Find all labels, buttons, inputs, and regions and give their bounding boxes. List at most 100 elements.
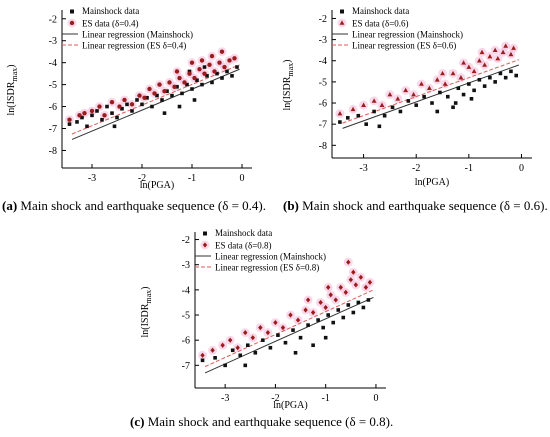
y-tick-label: -7 [319,120,327,131]
mainshock-point [205,74,209,78]
mainshock-point [150,104,154,109]
es-point [338,284,343,290]
x-tick-label: -3 [88,173,96,184]
mainshock-point [341,315,346,320]
mainshock-point [135,98,139,102]
y-tick-label: -2 [182,235,190,246]
mainshock-point [435,109,440,114]
caption-c: (c) Main shock and earthquake sequence (… [130,414,393,430]
es-point [250,335,256,341]
es-point [411,91,416,97]
y-tick-label: -2 [49,14,57,25]
es-point [197,67,202,72]
y-tick-label: -5 [49,80,57,91]
es-point [227,337,233,343]
y-axis-label-close: ) [282,59,293,62]
mainshock-point [215,71,219,76]
es-point [325,284,331,290]
es-point [511,45,516,50]
es-point [353,282,359,288]
mainshock-point [445,94,450,99]
legend-mainshock-marker [203,231,207,236]
es-point [177,75,182,81]
legend-regression-es-label: Linear regression (ES δ=0.8) [215,263,319,273]
mainshock-point [514,73,519,78]
es-point [227,58,232,63]
es-point [117,104,122,109]
es-point [212,69,217,74]
legend-regression-main-label: Linear regression (Mainshock) [215,252,326,262]
es-point [189,60,195,65]
mainshock-point [346,303,351,307]
mainshock-point [326,313,330,317]
mainshock-point [509,69,513,74]
regression-line-mainshock [204,296,374,374]
mainshock-point [200,358,205,363]
mainshock-point [200,82,204,87]
mainshock-point [165,89,169,93]
mainshock-point [316,318,320,322]
regression-line-es [204,289,374,368]
mainshock-point [351,310,356,315]
es-point [305,297,311,303]
mainshock-point [390,105,395,110]
es-point [471,68,477,74]
es-point [323,304,328,311]
mainshock-point [95,109,99,113]
mainshock-point [461,92,466,97]
es-point [461,60,466,65]
regression-line-es [342,59,520,124]
mainshock-point [356,300,361,305]
mainshock-point [235,65,239,69]
es-point [476,58,482,63]
mainshock-point [430,101,434,105]
x-tick-label: 0 [373,393,378,404]
es-point [495,56,501,61]
mainshock-point [498,71,503,76]
es-point [89,108,95,114]
es-point [243,330,248,336]
es-point [258,325,263,331]
es-point [434,77,440,82]
es-point [77,113,82,118]
mainshock-point [67,122,72,126]
mainshock-point [245,343,250,348]
y-tick-label: -5 [319,77,327,88]
mainshock-point [162,111,167,115]
legend-regression-main-label: Linear regression (Mainshock) [352,30,463,40]
mainshock-point [311,343,315,348]
mainshock-point [488,75,492,80]
y-tick-label: -4 [182,285,190,296]
mainshock-point [321,325,325,330]
caption-a-text: Main shock and earthquake sequence (δ = … [17,198,266,213]
mainshock-point [438,90,442,95]
es-point [458,75,464,80]
mainshock-point [120,106,124,111]
mainshock-point [451,105,455,110]
legend-mainshock-label: Mainshock data [215,228,272,238]
mainshock-point [323,335,328,340]
es-point [157,82,162,87]
es-point [232,56,237,61]
mainshock-point [261,338,265,342]
mainshock-point [306,323,310,327]
es-point [343,289,348,295]
es-point [442,81,448,86]
mainshock-point [195,78,199,83]
chart-panel-c: -3 -2 -1 0 -2 -3 -4 -5 -6 -7 ln(ISDRmax) ln(PGA) Mai… [140,228,386,411]
es-point [333,297,338,303]
y-axis-label: ln(ISDRmax) [6,64,19,115]
es-point [482,62,488,67]
mainshock-point [493,80,497,84]
es-point [235,345,240,351]
mainshock-point [472,88,476,93]
y-axis-label-close: ) [6,64,17,67]
es-point [288,312,293,318]
es-point [503,43,509,48]
es-point [199,58,205,63]
es-point [419,81,424,86]
es-point [219,49,225,54]
x-tick-label: -1 [188,173,196,184]
mainshock-point [253,350,258,355]
caption-c-text: Main shock and earthquake sequence (δ = … [144,414,394,429]
